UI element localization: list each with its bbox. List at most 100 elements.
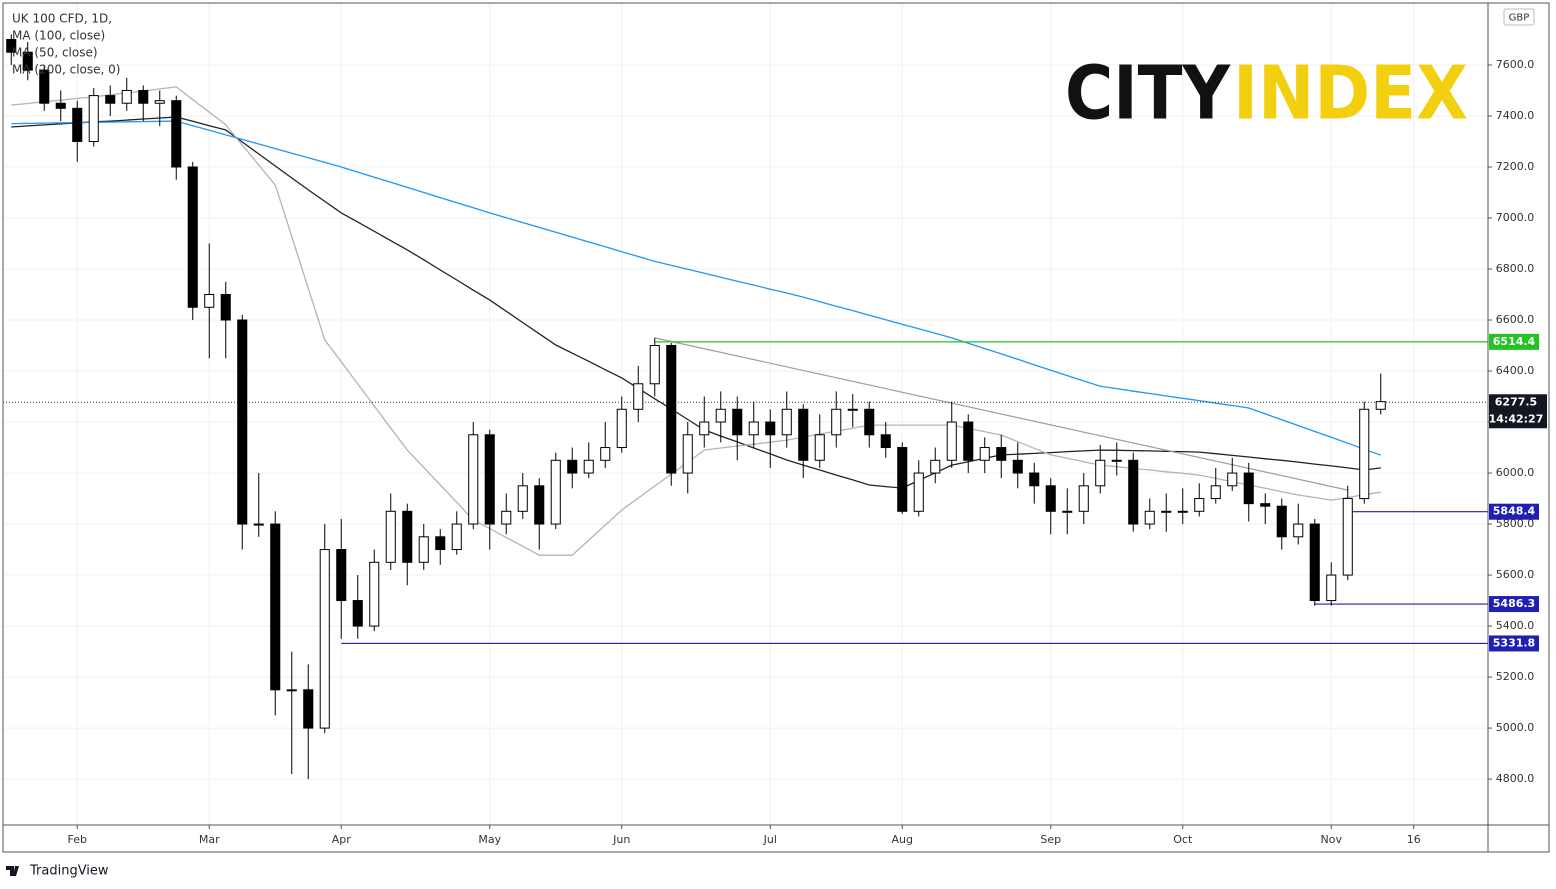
candle-body [963, 421, 974, 461]
candle-body [550, 459, 561, 525]
candle-body [781, 408, 792, 436]
footer-brand: TradingView [29, 864, 109, 879]
y-tick-label: 7000.0 [1496, 211, 1535, 224]
x-tick-label: Oct [1173, 833, 1193, 846]
candle-body [6, 38, 17, 53]
marks [3, 34, 1488, 780]
x-tick-label: Jun [612, 833, 630, 846]
last-price-label: 6277.5 [1495, 395, 1537, 408]
candle-body [22, 51, 33, 71]
last-price-box [1489, 394, 1547, 429]
y-tick-label: 5000.0 [1496, 721, 1535, 734]
candle-body [253, 523, 264, 526]
candle-body [1095, 459, 1106, 487]
candle-body [204, 294, 215, 308]
candle-body [319, 549, 330, 729]
logo-city: CITY [1065, 51, 1231, 137]
y-tick-label: 7600.0 [1496, 58, 1535, 71]
level-label-box [1489, 333, 1539, 350]
candle-body [435, 536, 446, 551]
legend-entry: MA (50, close) [12, 46, 98, 60]
level-label: 6514.4 [1493, 335, 1536, 348]
candle-body [105, 95, 116, 104]
candle-body [1194, 498, 1205, 512]
x-tick-label: May [478, 833, 501, 846]
x-tick-label: Apr [332, 833, 352, 846]
candle-body [138, 89, 149, 104]
candle-body [1293, 523, 1304, 538]
candle-body [336, 549, 347, 602]
candle-body [765, 421, 776, 436]
candle-body [1029, 472, 1040, 487]
candle-body [748, 421, 759, 436]
candle-body [979, 447, 990, 461]
candle-body [1260, 503, 1271, 507]
candle-body [352, 600, 363, 627]
candle-body [369, 561, 380, 627]
candle-body [39, 69, 50, 104]
candle-body [402, 510, 413, 563]
footer-icon [6, 866, 19, 876]
candle-body [616, 408, 627, 449]
x-tick-label: Mar [199, 833, 220, 846]
logo-index: INDEX [1233, 51, 1468, 137]
level-label-box [1489, 596, 1539, 613]
candle-body [171, 100, 182, 168]
candle-body [946, 421, 957, 461]
y-tick-label: 6800.0 [1496, 262, 1535, 275]
candle-body [451, 523, 462, 551]
candle-body [418, 536, 429, 563]
candle-body [72, 107, 83, 142]
x-tick-label: Nov [1321, 833, 1343, 846]
y-tick-label: 5200.0 [1496, 670, 1535, 683]
candle-body [1161, 510, 1172, 513]
currency-box [1503, 8, 1535, 26]
level-label: 5486.3 [1493, 597, 1535, 610]
candle-body [501, 510, 512, 525]
candle-body [633, 383, 644, 410]
candle-body [154, 100, 165, 104]
candle-body [930, 459, 941, 474]
candle-body [187, 166, 198, 308]
x-tick-label: Jul [763, 833, 777, 846]
candle-body [1128, 459, 1139, 525]
candle-body [303, 689, 314, 729]
candle-body [1078, 485, 1089, 512]
candle-body [897, 447, 908, 512]
candle-body [583, 459, 594, 474]
countdown-label: 14:42:27 [1489, 412, 1544, 425]
candle-body [55, 102, 66, 109]
candle-body [1375, 401, 1386, 410]
candle-body [1012, 459, 1023, 474]
candle-body [220, 294, 231, 321]
candle-body [1342, 498, 1353, 576]
candle-body [1359, 408, 1370, 500]
candle-body [468, 434, 479, 525]
legend-entry: MA (200, close, 0) [12, 63, 120, 77]
candle-body [1111, 459, 1122, 462]
x-tick-label: Aug [892, 833, 913, 846]
candle-body [1062, 510, 1073, 513]
x-tick-label: 16 [1407, 833, 1421, 846]
candle-body [600, 447, 611, 461]
y-tick-label: 7200.0 [1496, 160, 1535, 173]
x-tick-label: Sep [1040, 833, 1061, 846]
chart-title: UK 100 CFD, 1D, [12, 12, 112, 26]
candle-body [1227, 472, 1238, 487]
candle-body [1177, 510, 1188, 513]
level-label-box [1489, 503, 1539, 520]
candle-body [1210, 485, 1221, 500]
candle-body [814, 434, 825, 461]
candle-body [996, 447, 1007, 461]
candle-body [864, 408, 875, 436]
candle-body [847, 408, 858, 411]
candle-body [732, 408, 743, 436]
y-tick-label: 5400.0 [1496, 619, 1535, 632]
y-tick-label: 4800.0 [1496, 772, 1535, 785]
candle-body [88, 95, 99, 142]
candle-body [1243, 472, 1254, 505]
candle-body [385, 510, 396, 563]
candle-body [798, 408, 809, 461]
